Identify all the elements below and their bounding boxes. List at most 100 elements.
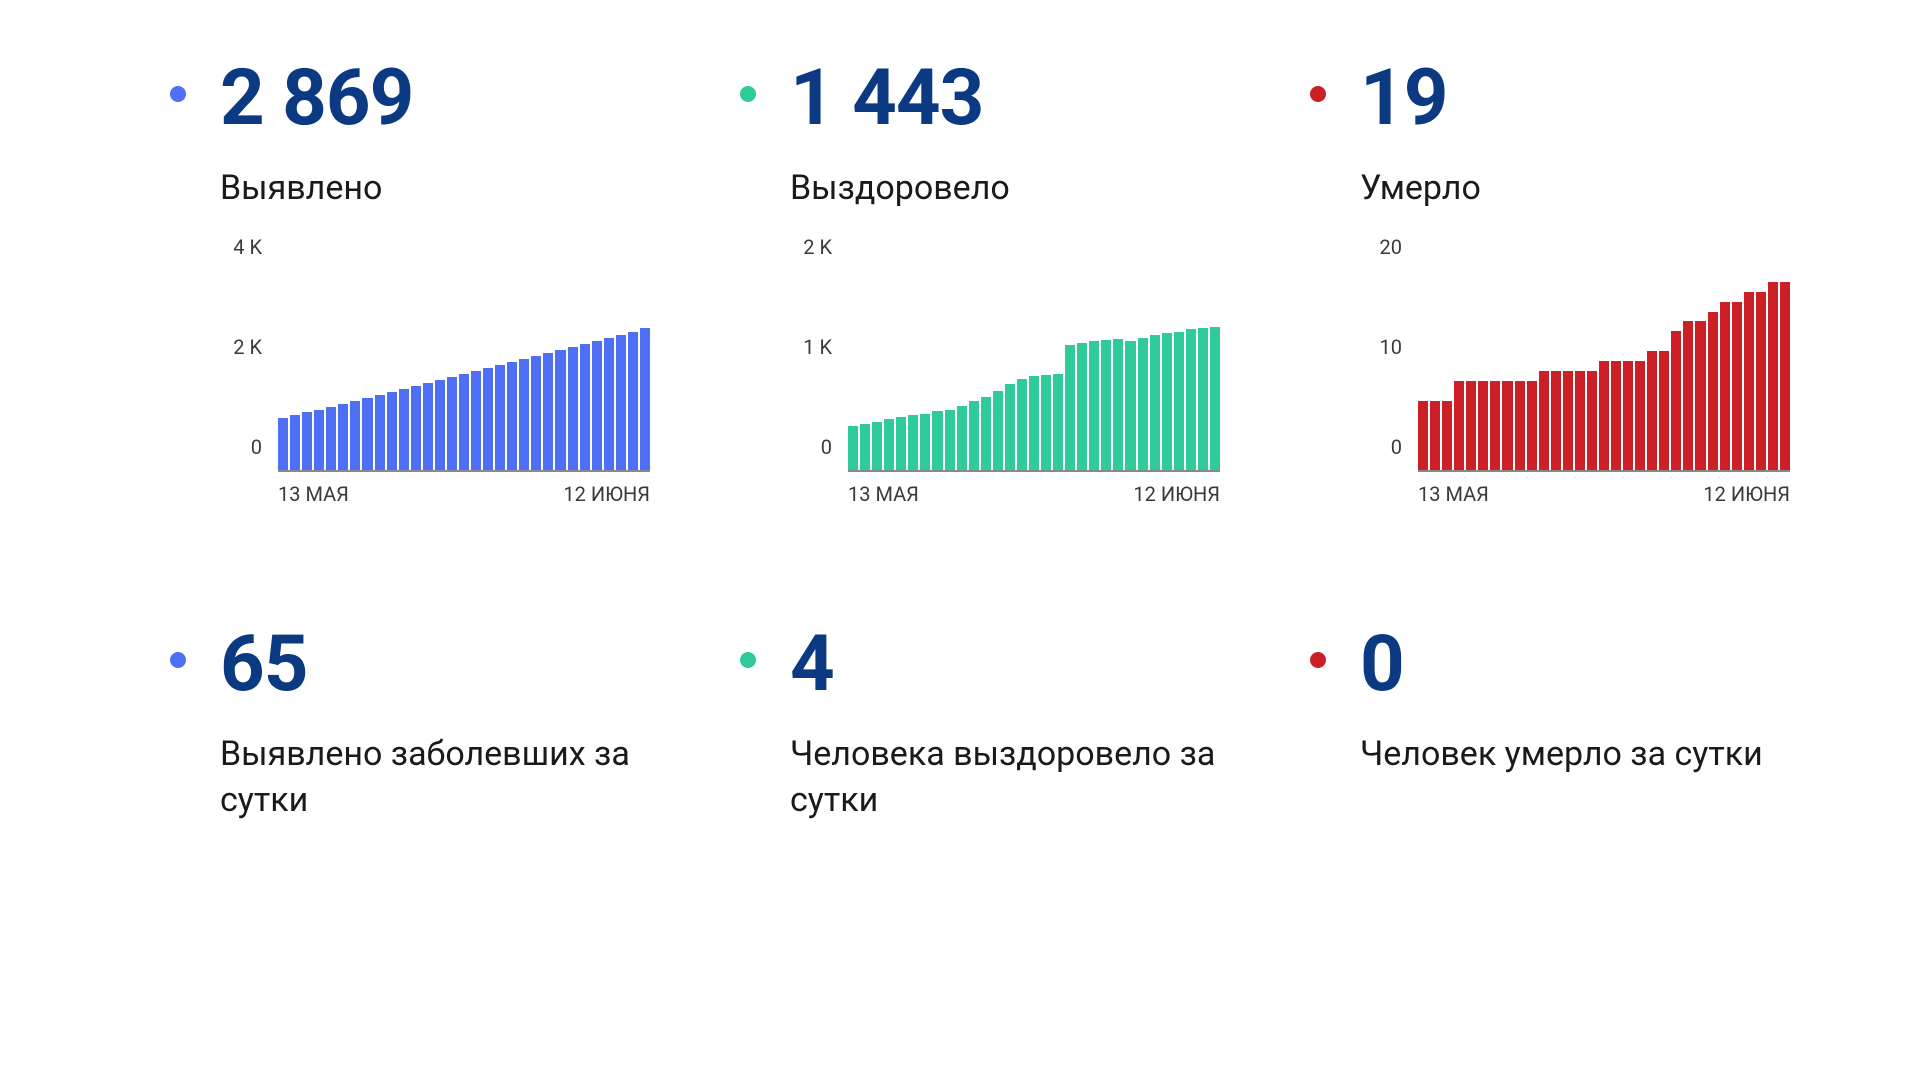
- bar: [1174, 332, 1184, 470]
- bar: [531, 356, 541, 470]
- bar: [1527, 381, 1537, 470]
- bar: [1454, 381, 1464, 470]
- x-start-label: 13 МАЯ: [278, 482, 349, 506]
- bar: [278, 418, 288, 470]
- bar: [1695, 321, 1705, 470]
- bar: [302, 412, 312, 469]
- stat-label: Выявлено: [220, 166, 650, 212]
- bar: [519, 359, 529, 470]
- bar: [1186, 329, 1196, 470]
- bar: [1125, 341, 1135, 470]
- bar: [1635, 361, 1645, 470]
- bar: [555, 350, 565, 470]
- bar: [435, 380, 445, 470]
- bar: [957, 406, 967, 470]
- bar: [908, 415, 918, 469]
- bar: [1466, 381, 1476, 470]
- y-tick-label: 0: [251, 435, 262, 459]
- bar-chart-deaths: 20100 13 МАЯ 12 ИЮНЯ: [1360, 262, 1790, 506]
- stat-label: Умерло: [1360, 166, 1790, 212]
- stat-head: 0: [1310, 626, 1790, 704]
- bar: [1720, 302, 1730, 470]
- bar: [1563, 371, 1573, 470]
- chart-area: 20100: [1360, 262, 1790, 472]
- stat-card-cases-daily: 65 Выявлено заболевших за сутки: [170, 626, 650, 824]
- stat-head: 19: [1310, 60, 1790, 138]
- bar: [1430, 401, 1440, 470]
- bar: [1647, 351, 1657, 470]
- y-tick-label: 20: [1380, 235, 1402, 259]
- y-tick-label: 4 K: [233, 235, 262, 259]
- bullet-icon: [740, 86, 756, 102]
- bar: [568, 347, 578, 470]
- bar: [1029, 376, 1039, 470]
- bar: [1162, 333, 1172, 470]
- chart-area: 2 K1 K0: [790, 262, 1220, 472]
- bar: [350, 401, 360, 470]
- stat-card-deaths-daily: 0 Человек умерло за сутки: [1310, 626, 1790, 824]
- bar: [1659, 351, 1669, 470]
- stat-card-detected: 2 869 Выявлено 4 K 2 K 0 13 МАЯ 12 ИЮНЯ: [170, 60, 650, 506]
- x-end-label: 12 ИЮНЯ: [1133, 482, 1220, 506]
- bullet-icon: [170, 652, 186, 668]
- bar: [1551, 371, 1561, 470]
- stat-head: 2 869: [170, 60, 650, 138]
- bar: [1113, 339, 1123, 470]
- bar: [1442, 401, 1452, 470]
- y-tick-label: 0: [1391, 435, 1402, 459]
- bars-container: [278, 272, 650, 472]
- bar: [884, 419, 894, 469]
- x-axis-labels: 13 МАЯ 12 ИЮНЯ: [1418, 482, 1790, 506]
- x-start-label: 13 МАЯ: [1418, 482, 1489, 506]
- bar: [290, 415, 300, 469]
- bar: [375, 395, 385, 470]
- bar: [848, 426, 858, 470]
- stat-label: Выздоровело: [790, 166, 1220, 212]
- bar: [1053, 374, 1063, 470]
- bar: [1756, 292, 1766, 470]
- stat-label: Выявлено заболевших за сутки: [220, 732, 650, 824]
- bar: [1101, 340, 1111, 470]
- bar: [860, 424, 870, 470]
- bar: [1065, 345, 1075, 470]
- bar: [387, 392, 397, 470]
- bar-chart-detected: 4 K2 K013 МАЯ12 ИЮНЯ: [220, 262, 650, 506]
- y-tick-label: 0: [821, 435, 832, 459]
- stat-card-recovered: 1 443 Выздоровело 2 K1 K013 МАЯ12 ИЮНЯ: [740, 60, 1220, 506]
- x-end-label: 12 ИЮНЯ: [1703, 482, 1790, 506]
- bar: [1502, 381, 1512, 470]
- bar: [1539, 371, 1549, 470]
- bar: [1077, 343, 1087, 470]
- dashboard-grid: 2 869 Выявлено 4 K 2 K 0 13 МАЯ 12 ИЮНЯ 1 44…: [0, 0, 1920, 884]
- bar: [1005, 384, 1015, 470]
- y-tick-label: 2 K: [803, 235, 832, 259]
- stat-label: Человек умерло за сутки: [1360, 732, 1790, 778]
- bar: [1708, 312, 1718, 470]
- bar: [507, 362, 517, 470]
- bars-container: [1418, 272, 1790, 472]
- y-tick-label: 2 K: [233, 335, 262, 359]
- x-axis-labels: 13 МАЯ 12 ИЮНЯ: [278, 482, 650, 506]
- bar: [920, 414, 930, 469]
- bar: [1198, 328, 1208, 470]
- bar: [338, 404, 348, 470]
- bar: [459, 374, 469, 470]
- bar: [580, 344, 590, 470]
- bar: [932, 411, 942, 469]
- bar: [1587, 371, 1597, 470]
- bar: [1210, 327, 1220, 470]
- stat-label: Человека выздоровело за сутки: [790, 732, 1220, 824]
- stat-value: 1 443: [790, 60, 983, 138]
- stat-value: 19: [1360, 60, 1448, 138]
- bar: [447, 377, 457, 470]
- bullet-icon: [740, 652, 756, 668]
- bar: [945, 410, 955, 470]
- bar: [1089, 341, 1099, 470]
- bar: [1017, 379, 1027, 470]
- bar: [1599, 361, 1609, 470]
- x-end-label: 12 ИЮНЯ: [563, 482, 650, 506]
- bar: [628, 332, 638, 470]
- bar: [1575, 371, 1585, 470]
- stat-card-deaths: 19 Умерло 20100 13 МАЯ 12 ИЮНЯ: [1310, 60, 1790, 506]
- y-tick-label: 1 K: [803, 335, 832, 359]
